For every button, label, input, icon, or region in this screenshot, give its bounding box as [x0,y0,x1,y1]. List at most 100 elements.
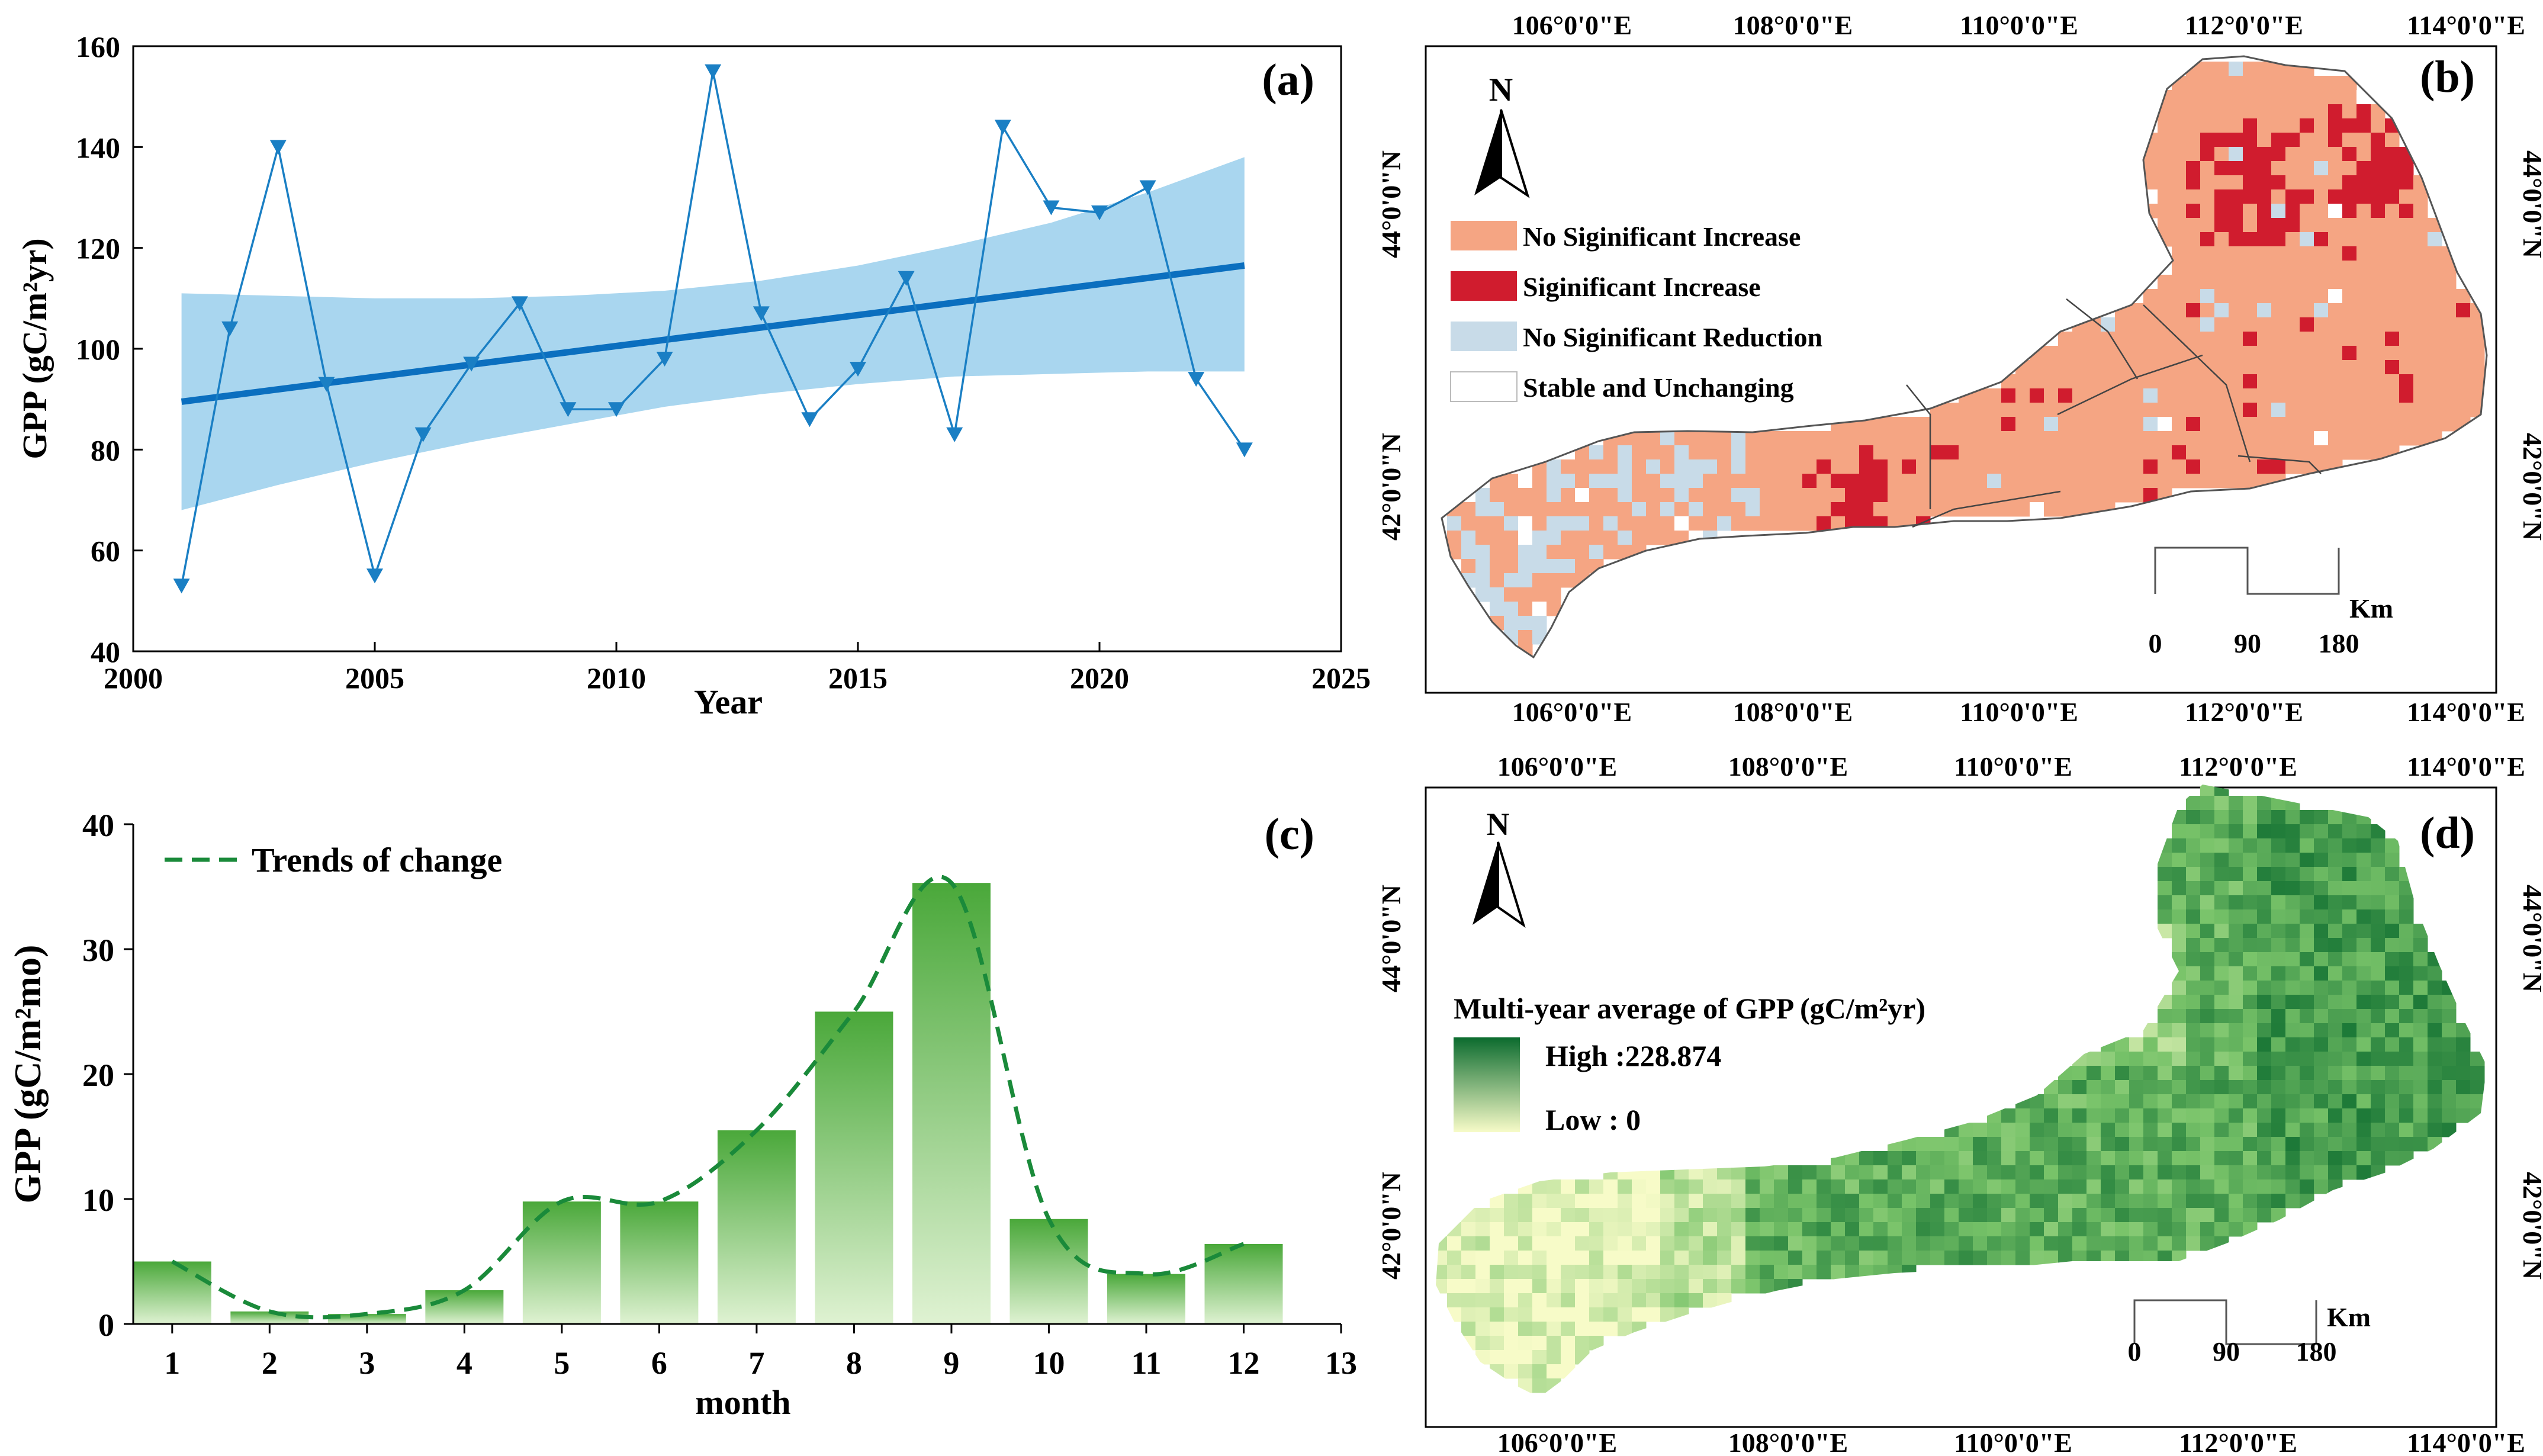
map-pixel [2030,403,2044,417]
map-pixel [1475,1293,1490,1308]
map-pixel [2271,303,2286,318]
map-pixel [1532,1194,1547,1208]
map-pixel [2001,1179,2016,1194]
map-pixel [1589,1236,1604,1251]
map-pixel [2030,360,2044,375]
map-pixel [2243,838,2258,853]
map-pixel [1930,1251,1945,1265]
map-pixel [2172,189,2187,204]
map-pixel [2470,332,2485,346]
map-pixel [1547,559,1561,574]
map-pixel [2186,909,2201,924]
map-pixel [2158,1052,2172,1066]
map-pixel [1504,602,1519,616]
map-pixel [2044,488,2059,503]
panel-c-ylabel: GPP (gC/m²mo) [7,945,49,1204]
map-pixel [2072,374,2087,389]
map-pixel [1532,1236,1547,1251]
map-pixel [2328,838,2343,853]
map-pixel [1987,1208,2002,1223]
map-pixel [1902,459,1917,474]
map-pixel [2243,147,2258,162]
map-pixel [2371,246,2386,261]
map-pixel [1547,1293,1561,1308]
map-pixel [1589,545,1604,560]
map-pixel [2158,204,2172,218]
map-pixel [2186,289,2201,304]
map-pixel [2271,853,2286,867]
map-pixel [2413,261,2428,275]
map-pixel [2285,204,2300,218]
map-pixel [1618,1251,1632,1265]
gpp-point [656,352,673,367]
map-pixel [2271,76,2286,91]
map-pixel [2172,246,2187,261]
map-pixel [1817,516,1831,531]
map-pixel [2143,1108,2158,1123]
map-pixel [2072,431,2087,446]
map-pixel [1575,474,1590,488]
map-pixel [2200,147,2215,162]
map-pixel [1461,1236,1476,1251]
map-pixel [2342,1052,2357,1066]
map-pixel [1561,516,1576,531]
map-pixel [1817,1208,1831,1223]
map-pixel [2257,62,2272,76]
map-pixel [2200,867,2215,882]
map-pixel [2356,246,2371,261]
map-pixel [2371,374,2386,389]
map-pixel [1774,516,1789,531]
map-pixel [2058,431,2073,446]
map-pixel [2015,1251,2030,1265]
map-pixel [2399,895,2414,910]
gpp-point [898,271,915,286]
map-pixel [2214,459,2229,474]
gpp-point [946,427,963,442]
map-pixel [1504,1265,1519,1280]
map-pixel [2314,1080,2329,1095]
map-pixel [1632,502,1647,517]
map-pixel [2271,261,2286,275]
map-pixel [2158,1165,2172,1180]
map-pixel [2300,1009,2314,1024]
map-pixel [2257,189,2272,204]
map-pixel [1788,502,1803,517]
map-pixel [2371,175,2386,190]
map-pixel [2300,1151,2314,1166]
map-pixel [2342,104,2357,119]
map-pixel [2342,445,2357,460]
map-pixel [2271,1023,2286,1038]
map-pixel [1689,445,1703,460]
map-pixel [2328,332,2343,346]
map-pixel [2356,374,2371,389]
map-pixel [1575,545,1590,560]
map-pixel [1703,474,1718,488]
map-pixel [2243,232,2258,247]
map-pixel [1845,474,1860,488]
map-pixel [1916,474,1931,488]
x-tick-label: 1 [164,1345,180,1381]
map-pixel [1760,1194,1774,1208]
map-pixel [2300,374,2314,389]
map-pixel [1987,502,2002,517]
map-pixel [2172,388,2187,403]
map-pixel [2328,232,2343,247]
map-pixel [2214,1037,2229,1052]
map-pixel [2001,445,2016,460]
map-pixel [1731,1251,1746,1265]
map-pixel [2371,1094,2386,1109]
map-pixel [2058,1151,2073,1166]
map-pixel [1436,1279,1448,1294]
map-pixel [2129,317,2144,332]
map-pixel [2087,1194,2101,1208]
map-pixel [2087,488,2101,503]
gpp-point [1091,205,1108,221]
map-pixel [2328,895,2343,910]
map-pixel [2172,90,2187,105]
map-pixel [2214,1052,2229,1066]
map-pixel [2385,374,2400,389]
map-pixel [2115,1123,2130,1137]
map-pixel [2044,1194,2059,1208]
map-pixel [1973,1194,1988,1208]
